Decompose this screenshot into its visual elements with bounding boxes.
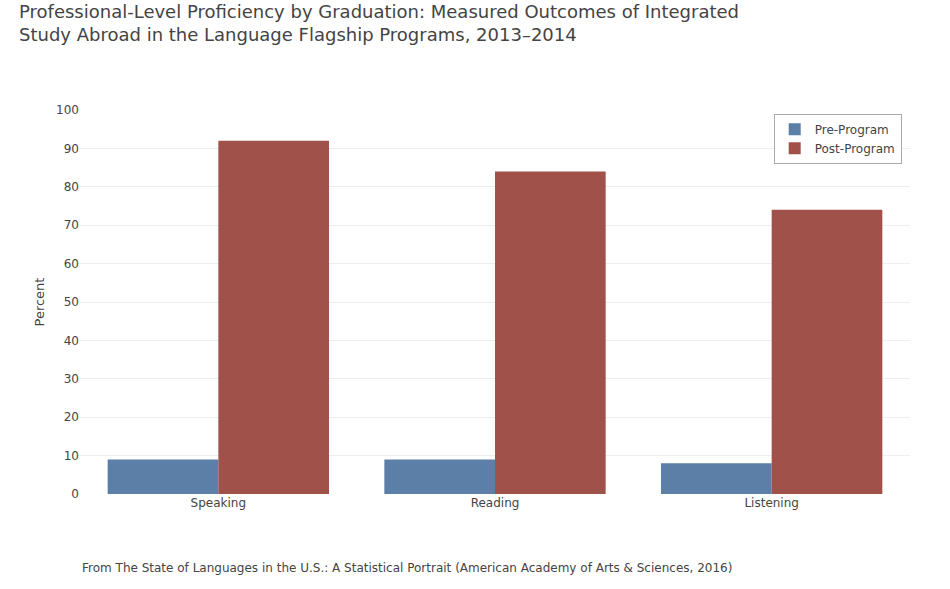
svg-text:20: 20: [64, 410, 79, 424]
svg-text:Speaking: Speaking: [191, 496, 246, 510]
svg-text:Pre-Program: Pre-Program: [815, 123, 889, 137]
svg-text:100: 100: [56, 103, 79, 117]
svg-text:Percent: Percent: [32, 278, 47, 327]
svg-text:90: 90: [64, 142, 79, 156]
svg-text:Reading: Reading: [471, 496, 520, 510]
svg-text:Professional-Level Proficiency: Professional-Level Proficiency by Gradua…: [19, 1, 739, 45]
svg-text:70: 70: [64, 218, 79, 232]
svg-text:0: 0: [71, 487, 79, 501]
svg-text:60: 60: [64, 257, 79, 271]
svg-text:80: 80: [64, 180, 79, 194]
svg-text:40: 40: [64, 334, 79, 348]
svg-text:Post-Program: Post-Program: [815, 142, 895, 156]
svg-text:From The State of Languages in: From The State of Languages in the U.S.:…: [82, 561, 732, 575]
svg-text:Listening: Listening: [744, 496, 799, 510]
svg-text:30: 30: [64, 372, 79, 386]
svg-text:10: 10: [64, 449, 79, 463]
svg-text:50: 50: [64, 295, 79, 309]
